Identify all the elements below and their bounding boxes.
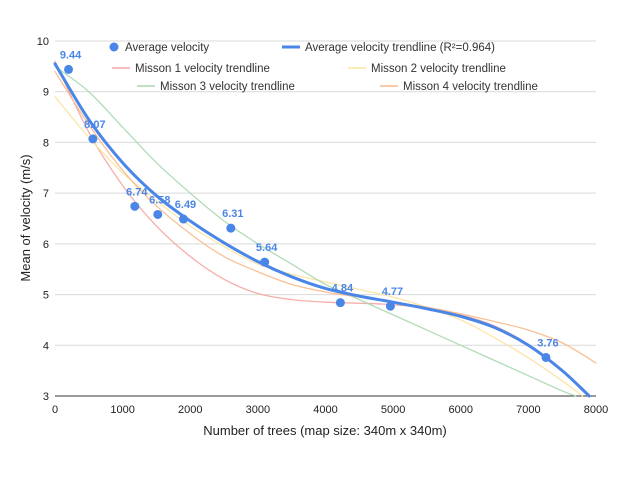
x-tick-label-6000: 6000 — [449, 404, 473, 416]
data-label-3: 6.58 — [149, 194, 170, 206]
x-tick-label-3000: 3000 — [246, 404, 270, 416]
data-point-3 — [153, 209, 163, 219]
trendline-mission-1 — [54, 60, 584, 392]
trendline-mission-4 — [54, 70, 597, 364]
y-tick-label-9: 9 — [43, 87, 49, 99]
data-labels: 9.44 8.07 6.746.58 6.49 6.31 5.64 4.84 4.77 3.76 — [60, 49, 559, 349]
x-tick-label-4000: 4000 — [313, 404, 337, 416]
trendline-mission-2 — [54, 96, 584, 397]
x-tick-label-1000: 1000 — [110, 404, 134, 416]
data-label-8: 4.77 — [382, 286, 403, 298]
x-tick-label-0: 0 — [52, 404, 58, 416]
legend-marker-0 — [109, 42, 119, 52]
data-point-5 — [226, 223, 236, 233]
grid-lines — [55, 40, 596, 397]
data-point-0 — [64, 64, 74, 74]
y-tick-label-7: 7 — [43, 188, 49, 200]
y-tick-label-8: 8 — [43, 137, 49, 149]
trendline-mission-3 — [54, 65, 577, 397]
data-points — [64, 64, 551, 362]
y-tick-label-5: 5 — [43, 290, 49, 302]
data-label-6: 5.64 — [256, 242, 278, 254]
legend: Average velocity Average velocity trendli… — [109, 42, 538, 93]
x-tick-label-7000: 7000 — [516, 404, 540, 416]
data-point-1 — [88, 134, 98, 144]
x-tick-label-2000: 2000 — [178, 404, 202, 416]
data-point-9 — [541, 352, 551, 362]
data-label-9: 3.76 — [537, 337, 558, 349]
data-label-7: 4.84 — [332, 283, 354, 295]
x-axis-title: Number of trees (map size: 340m x 340m) — [203, 423, 446, 438]
data-label-2: 6.74 — [126, 186, 148, 198]
legend-label-3: Misson 2 velocity trendline — [371, 63, 506, 75]
data-label-0: 9.44 — [60, 49, 82, 61]
data-label-4: 6.49 — [175, 199, 196, 211]
x-tick-label-5000: 5000 — [381, 404, 405, 416]
data-label-1: 8.07 — [84, 119, 105, 131]
data-point-7 — [335, 298, 345, 308]
data-point-4 — [178, 214, 188, 224]
y-axis-title: Mean of velocity (m/s) — [18, 154, 33, 281]
trendline-average — [53, 62, 591, 398]
legend-label-2: Misson 1 velocity trendline — [135, 63, 270, 75]
trendlines — [53, 60, 597, 398]
data-point-2 — [130, 201, 140, 211]
axes: 3 4 5 6 7 8 9 10 0 1000 2000 3000 4000 5000 6000 7000 80… — [37, 36, 608, 416]
x-tick-label-8000: 8000 — [584, 404, 608, 416]
y-tick-label-4: 4 — [43, 340, 49, 352]
legend-label-1: Average velocity trendline (R²=0.964) — [305, 42, 495, 54]
y-tick-label-6: 6 — [43, 239, 49, 251]
data-label-5: 6.31 — [222, 208, 243, 220]
legend-label-5: Misson 4 velocity trendline — [403, 81, 538, 93]
legend-label-0: Average velocity — [125, 42, 209, 54]
data-point-6 — [260, 257, 270, 267]
legend-label-4: Misson 3 velocity trendline — [160, 81, 295, 93]
data-point-8 — [385, 301, 395, 311]
y-tick-label-3: 3 — [43, 391, 49, 403]
y-tick-label-10: 10 — [37, 36, 49, 48]
